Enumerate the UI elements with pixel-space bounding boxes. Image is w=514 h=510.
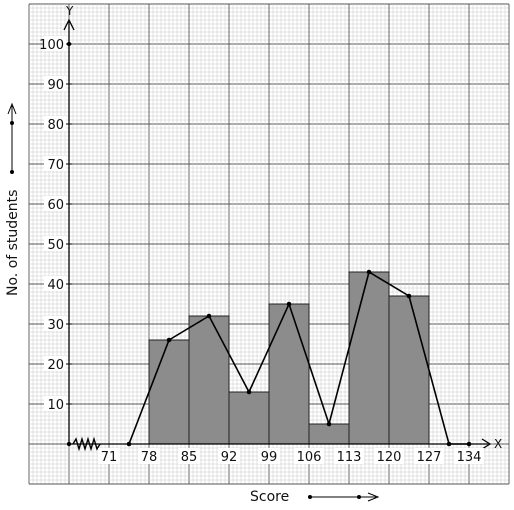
- y-tick-label-bg: [44, 396, 66, 411]
- polygon-point: [286, 301, 292, 307]
- y-tick-label: 100: [39, 38, 64, 53]
- y-tick-label: 20: [47, 358, 64, 373]
- x-tick-label-bg: [294, 448, 324, 464]
- polygon-point: [466, 441, 472, 447]
- x-tick-label-bg: [218, 448, 240, 464]
- x-axis-title: Score: [250, 489, 289, 505]
- x-tick-label: 71: [101, 450, 118, 465]
- polygon-point: [366, 269, 372, 275]
- y-tick-labels: 10 20 30 40 50 60 70 80 90 100: [39, 36, 72, 413]
- x-tick-label: 99: [261, 450, 278, 465]
- x-tick-label-bg: [98, 448, 120, 464]
- x-tick-label: 113: [337, 450, 362, 465]
- frequency-polygon: [126, 269, 472, 447]
- histogram-bar: [348, 271, 390, 445]
- x-tick-label-bg: [258, 448, 280, 464]
- y-tick-label: 90: [47, 78, 64, 93]
- y-tick-label-bg: [44, 156, 66, 171]
- x-tick-label-bg: [334, 448, 364, 464]
- x-tick-label: 78: [141, 450, 158, 465]
- x-tick-label: 106: [297, 450, 322, 465]
- y-axis-letter: Y: [65, 4, 74, 18]
- histogram-bar: [188, 315, 230, 445]
- x-tick-label-bg: [374, 448, 404, 464]
- x-tick-label: 85: [181, 450, 198, 465]
- axes: [63, 18, 492, 452]
- histogram-bar: [388, 295, 430, 445]
- x-axis-letter: X: [494, 437, 502, 451]
- y-tick-label-bg: [44, 276, 66, 291]
- polygon-point: [406, 293, 412, 299]
- x-tick-label-bg: [138, 448, 160, 464]
- x-axis-title-arrow: [308, 492, 380, 502]
- x-tick-label: 120: [377, 450, 402, 465]
- x-tick-label-bg: [414, 448, 444, 464]
- x-tick-label-bg: [178, 448, 200, 464]
- x-tick-label-bg: [454, 448, 484, 464]
- polygon-point: [206, 313, 212, 319]
- polygon-point: [166, 337, 172, 343]
- y-tick-label: 40: [47, 278, 64, 293]
- y-tick-label-bg: [44, 356, 66, 371]
- x-tick-label: 134: [457, 450, 482, 465]
- x-tick-label: 127: [417, 450, 442, 465]
- x-tick-labels: 71 78 85 92 99 106 113 120 127 134: [98, 448, 484, 465]
- y-tick-label-bg: [44, 236, 66, 251]
- histogram-bar: [228, 391, 270, 445]
- y-tick-label: 70: [47, 158, 64, 173]
- x-axis-arrowhead: [481, 438, 492, 450]
- y-tick-label-bg: [44, 76, 66, 91]
- y-tick-label-bg: [44, 116, 66, 131]
- y-tick-label-bg: [44, 196, 66, 211]
- y-max-point: [66, 41, 72, 47]
- y-tick-label-bg: [44, 316, 66, 331]
- y-axis-arrowhead: [63, 18, 75, 31]
- polygon-point: [126, 441, 132, 447]
- polygon-point: [246, 389, 252, 395]
- y-tick-label-bg: [44, 36, 66, 51]
- y-tick-label: 10: [47, 398, 64, 413]
- axis-break-zigzag: [72, 436, 101, 452]
- histogram-bar: [268, 303, 310, 445]
- polygon-line: [128, 270, 469, 445]
- y-tick-label: 60: [47, 198, 64, 213]
- y-tick-label: 80: [47, 118, 64, 133]
- polygon-point: [326, 421, 332, 427]
- histogram-bar: [148, 339, 190, 445]
- y-axis-title-arrow: [7, 102, 17, 174]
- y-tick-label: 50: [47, 238, 64, 253]
- y-tick-label: 30: [47, 318, 64, 333]
- y-axis-title: No. of students: [5, 190, 21, 296]
- x-tick-label: 92: [221, 450, 238, 465]
- origin-point: [66, 441, 72, 447]
- polygon-point: [446, 441, 452, 447]
- histogram-bar: [308, 423, 350, 445]
